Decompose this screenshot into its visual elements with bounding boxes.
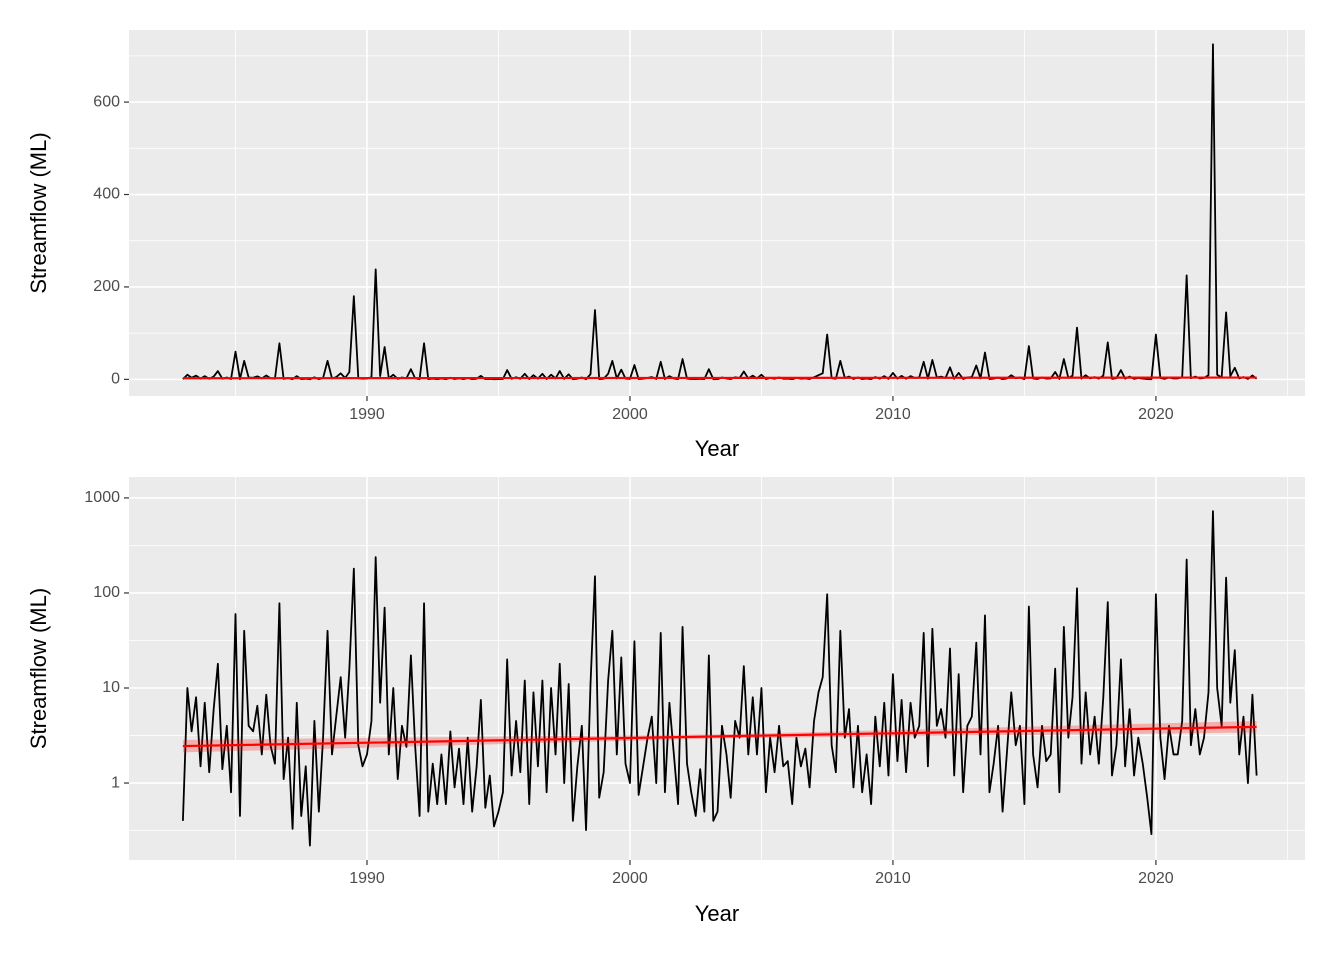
x-tick-label: 2010 [875, 870, 911, 887]
x-tick-label: 1990 [349, 870, 385, 887]
trend-line [182, 376, 1257, 380]
x-tick-label: 1990 [349, 406, 385, 423]
y-tick-label: 0 [111, 371, 120, 388]
y-tick-label: 100 [93, 584, 120, 601]
x-tick-label: 2020 [1138, 870, 1174, 887]
trend-line [182, 725, 1257, 748]
y-tick-label: 1 [111, 774, 120, 791]
y-tick-label: 1000 [84, 489, 120, 506]
x-tick-label: 2020 [1138, 406, 1174, 423]
y-tick-label: 400 [93, 186, 120, 203]
panel-background [129, 477, 1305, 860]
y-tick-label: 600 [93, 93, 120, 110]
panel-background [129, 30, 1305, 396]
x-tick-label: 2000 [612, 870, 648, 887]
x-tick-label: 2010 [875, 406, 911, 423]
x-tick-label: 2000 [612, 406, 648, 423]
y-axis-title: Streamflow (ML) [26, 132, 51, 293]
x-axis-title: Year [695, 436, 739, 461]
y-tick-label: 200 [93, 278, 120, 295]
y-axis-title: Streamflow (ML) [26, 588, 51, 749]
x-axis-title: Year [695, 901, 739, 926]
streamflow-line [182, 510, 1258, 847]
y-tick-label: 10 [102, 679, 120, 696]
